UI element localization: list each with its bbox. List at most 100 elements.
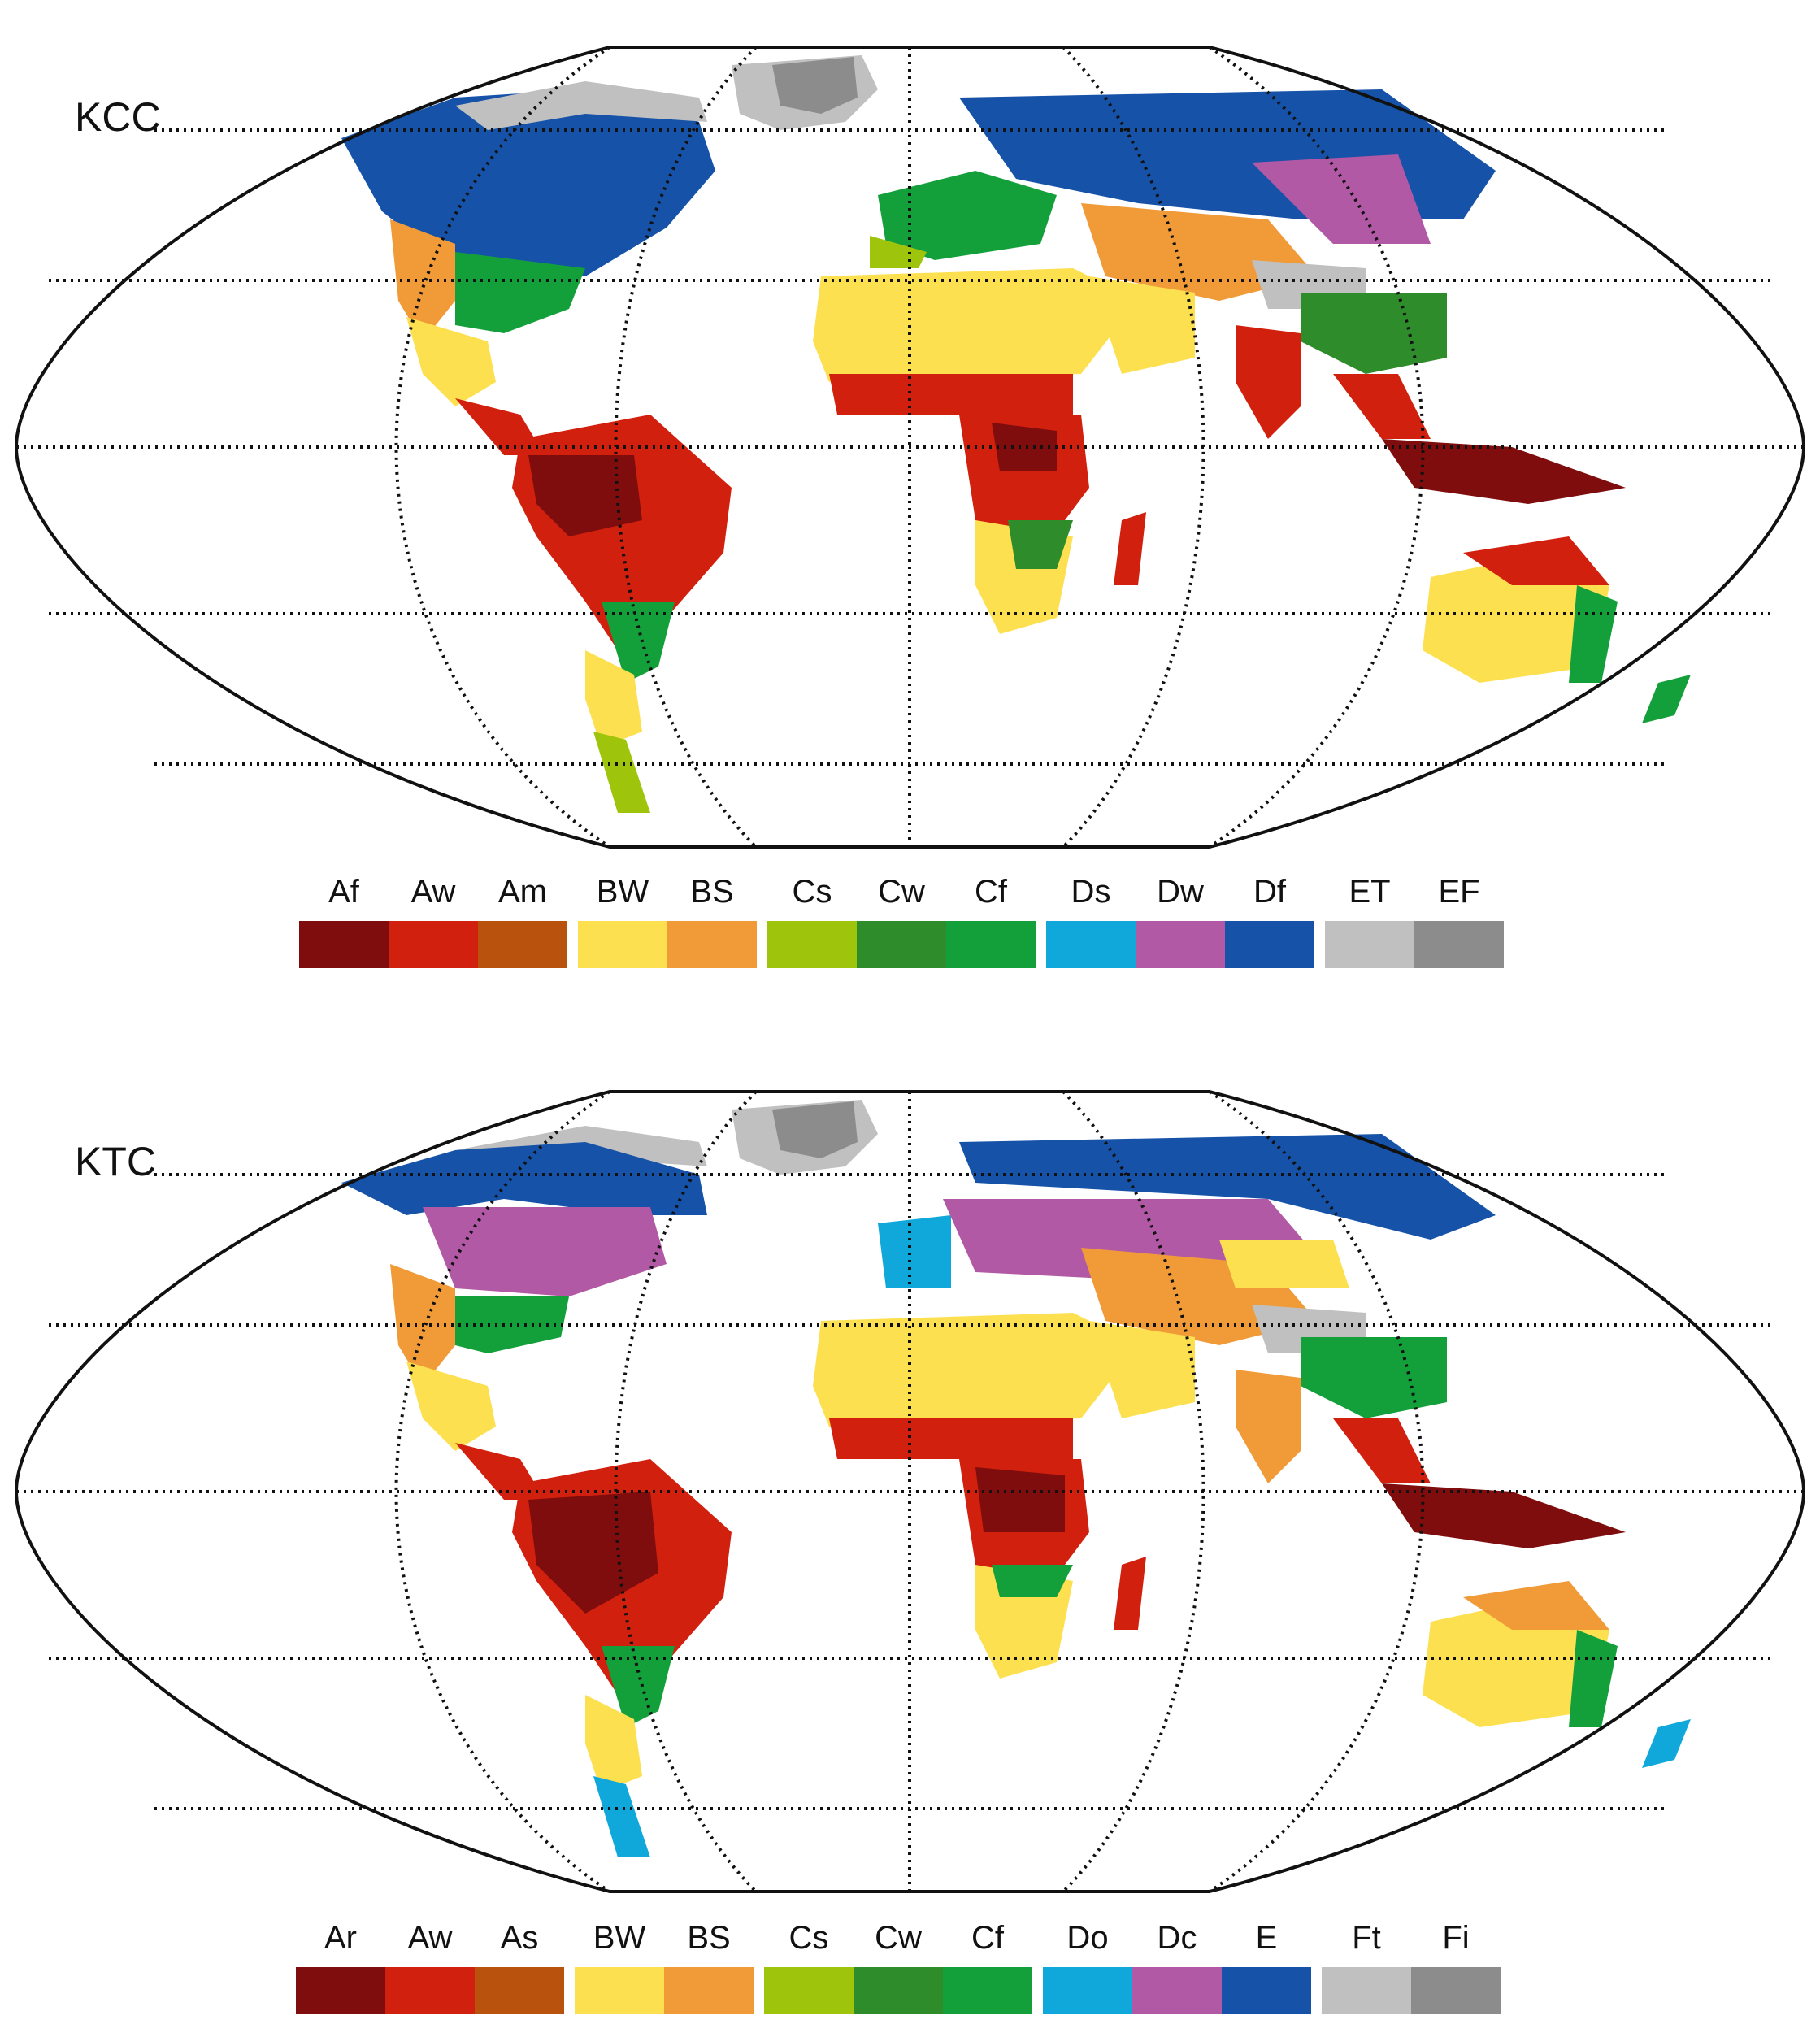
- region-europe-cf: [878, 171, 1057, 260]
- legend-swatch-cf: [946, 921, 1036, 968]
- region-north-america-boreal: [341, 1142, 707, 1215]
- legend-label-e: E: [1255, 1920, 1278, 1956]
- legend-label-cs: Cs: [792, 874, 832, 910]
- legend-label-ft: Ft: [1352, 1920, 1381, 1956]
- region-madagascar: [1114, 512, 1146, 585]
- legend-label-aw: Aw: [410, 874, 456, 910]
- legend-label-as: As: [500, 1920, 539, 1956]
- region-greenland-icecap: [772, 1101, 858, 1158]
- region-sahel: [829, 1418, 1073, 1459]
- region-australia-east-cf: [1569, 1630, 1618, 1727]
- region-se-asia: [1333, 374, 1431, 439]
- region-south-america-cf: [602, 602, 675, 683]
- legend-label-dc: Dc: [1157, 1920, 1197, 1956]
- legend-swatch-aw: [389, 921, 478, 968]
- region-europe-cs: [870, 236, 927, 268]
- region-australia-north: [1463, 1581, 1609, 1630]
- legend-label-aw: Aw: [407, 1920, 453, 1956]
- region-mexico: [406, 317, 496, 406]
- legend-label-cw: Cw: [875, 1920, 922, 1956]
- region-patagonia: [593, 732, 650, 813]
- graticule: [16, 46, 1804, 849]
- legend-label-dw: Dw: [1157, 874, 1204, 910]
- legend-swatch-ft: [1322, 1967, 1411, 2014]
- legend-label-ds: Ds: [1071, 874, 1111, 910]
- legend-swatch-aw: [385, 1967, 475, 2014]
- region-congo-ar: [975, 1467, 1065, 1532]
- legend-swatch-et: [1325, 921, 1414, 968]
- region-north-america-dc: [423, 1207, 667, 1296]
- region-europe-do: [878, 1215, 951, 1288]
- region-east-siberia-dw: [1252, 154, 1431, 244]
- legend-swatch-cs: [764, 1967, 854, 2014]
- legend-label-am: Am: [498, 874, 547, 910]
- legend-label-bw: BW: [593, 1920, 646, 1956]
- legend-label-ar: Ar: [324, 1920, 357, 1956]
- land-regions: [341, 55, 1691, 813]
- region-india: [1236, 1370, 1301, 1483]
- region-south-america-south: [585, 650, 642, 748]
- legend-label-df: Df: [1253, 874, 1286, 910]
- legend-label-bs: BS: [687, 1920, 731, 1956]
- legend-swatch-cf: [943, 1967, 1032, 2014]
- region-southern-africa-cw: [1008, 520, 1073, 569]
- legend-label-cf: Cf: [971, 1920, 1004, 1956]
- legend-label-cf: Cf: [975, 874, 1007, 910]
- region-eurasia-dc: [943, 1199, 1317, 1280]
- legend-label-bs: BS: [690, 874, 734, 910]
- legend-swatch-cw: [857, 921, 946, 968]
- legend-swatch-bs: [667, 921, 757, 968]
- legend-swatch-ds: [1046, 921, 1136, 968]
- map-panel-ktc: KTC: [0, 1012, 1820, 2024]
- region-indonesia: [1382, 1483, 1626, 1548]
- region-madagascar: [1114, 1557, 1146, 1630]
- legend-swatch-bw: [578, 921, 667, 968]
- legend-swatch-dc: [1132, 1967, 1222, 2014]
- land-regions: [341, 1100, 1691, 1857]
- region-new-zealand: [1642, 675, 1691, 723]
- region-siberia: [959, 1134, 1496, 1240]
- region-southern-africa-cf: [992, 1565, 1073, 1597]
- legend-swatch-fi: [1411, 1967, 1501, 2014]
- region-china-cf: [1301, 293, 1447, 374]
- region-se-asia: [1333, 1418, 1431, 1483]
- legend-label-af: Af: [328, 874, 359, 910]
- legend-label-bw: BW: [596, 874, 649, 910]
- region-south-america-af: [528, 455, 642, 536]
- legend-swatch-ef: [1414, 921, 1504, 968]
- world-map-kcc: [14, 46, 1806, 849]
- region-north-america-boreal: [341, 89, 715, 276]
- map-title: KTC: [75, 1139, 156, 1184]
- region-north-america-tundra: [455, 81, 707, 130]
- region-mongolia-bw: [1219, 1240, 1349, 1288]
- region-australia-east-cf: [1569, 585, 1618, 683]
- region-sahara: [813, 1313, 1138, 1427]
- region-congo-af: [992, 423, 1057, 471]
- region-mexico: [406, 1362, 496, 1451]
- map-title: KCC: [75, 94, 161, 140]
- region-australia-north: [1463, 536, 1609, 585]
- legend-swatch-as: [475, 1967, 564, 2014]
- legend-swatch-cs: [767, 921, 857, 968]
- region-indonesia: [1382, 439, 1626, 504]
- region-sahel: [829, 374, 1073, 415]
- map-outline: [14, 46, 1806, 849]
- legend-label-et: ET: [1349, 874, 1391, 910]
- legend-label-fi: Fi: [1442, 1920, 1470, 1956]
- map-outline: [14, 1090, 1806, 1893]
- region-south-america-cf: [602, 1646, 675, 1727]
- region-greenland-icecap: [772, 57, 858, 114]
- legend-swatch-dw: [1136, 921, 1225, 968]
- legend-swatch-af: [299, 921, 389, 968]
- region-india: [1236, 325, 1301, 439]
- legend-swatch-df: [1225, 921, 1314, 968]
- region-arabia: [1089, 1321, 1195, 1418]
- legend-label-cw: Cw: [878, 874, 925, 910]
- graticule: [16, 1090, 1804, 1893]
- legend-swatch-bs: [664, 1967, 754, 2014]
- legend-swatch-e: [1222, 1967, 1311, 2014]
- region-new-zealand: [1642, 1719, 1691, 1768]
- region-sahara: [813, 268, 1138, 382]
- region-china-cf: [1301, 1337, 1447, 1418]
- map-panel-kcc: KCC: [14, 46, 1806, 968]
